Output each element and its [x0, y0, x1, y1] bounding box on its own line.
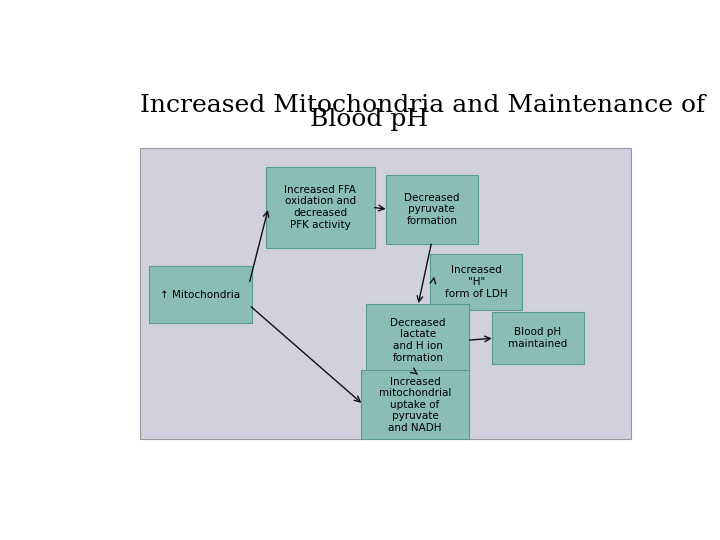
- Text: Decreased
pyruvate
formation: Decreased pyruvate formation: [404, 193, 459, 226]
- FancyBboxPatch shape: [386, 175, 478, 244]
- FancyBboxPatch shape: [140, 148, 631, 439]
- Text: Decreased
lactate
and H ion
formation: Decreased lactate and H ion formation: [390, 318, 446, 363]
- Text: Blood pH: Blood pH: [310, 109, 428, 131]
- Text: Blood pH
maintained: Blood pH maintained: [508, 327, 567, 349]
- FancyBboxPatch shape: [266, 167, 374, 248]
- FancyBboxPatch shape: [431, 254, 523, 310]
- Text: Increased FFA
oxidation and
decreased
PFK activity: Increased FFA oxidation and decreased PF…: [284, 185, 356, 230]
- FancyBboxPatch shape: [366, 304, 469, 377]
- Text: ↑ Mitochondria: ↑ Mitochondria: [160, 289, 240, 300]
- Text: Increased Mitochondria and Maintenance of: Increased Mitochondria and Maintenance o…: [140, 94, 706, 117]
- Text: Increased
"H"
form of LDH: Increased "H" form of LDH: [445, 266, 508, 299]
- FancyBboxPatch shape: [148, 266, 252, 322]
- Text: Increased
mitochondrial
uptake of
pyruvate
and NADH: Increased mitochondrial uptake of pyruva…: [379, 376, 451, 433]
- FancyBboxPatch shape: [361, 370, 469, 439]
- FancyBboxPatch shape: [492, 312, 584, 364]
